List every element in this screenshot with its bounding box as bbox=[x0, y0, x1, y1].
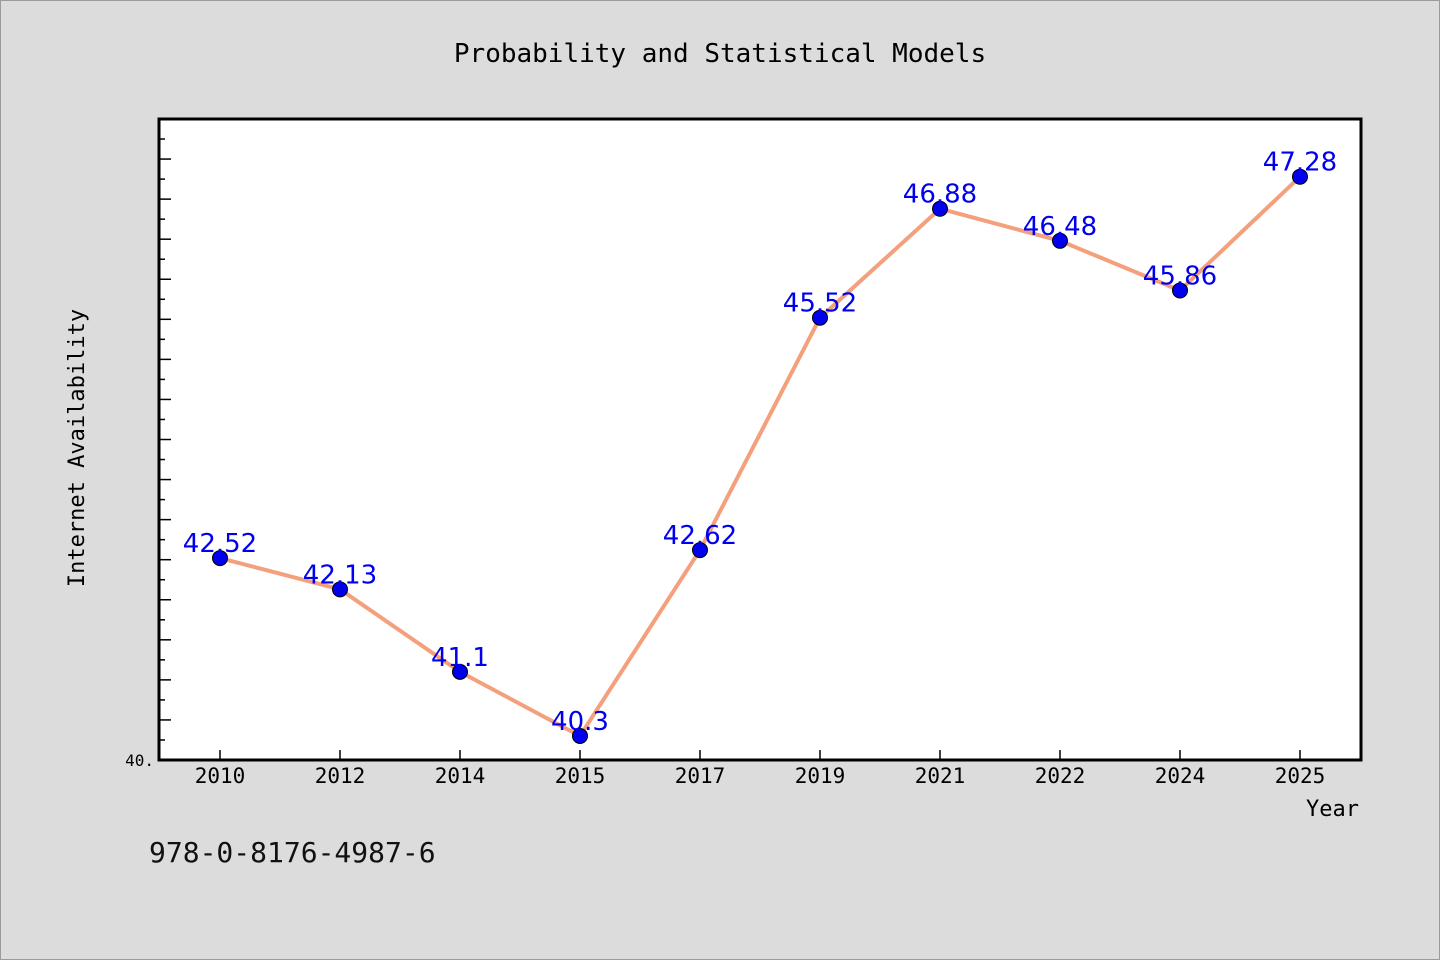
y-axis-label: Internet Availability bbox=[65, 309, 90, 587]
data-point-marker bbox=[572, 727, 588, 744]
data-labels-layer: 42.52 42.13 41.1 40.3 42.62 45.52 46.88 46.48 45… bbox=[183, 148, 1337, 737]
data-point-marker bbox=[452, 663, 468, 680]
data-point-marker bbox=[1172, 282, 1188, 299]
x-tick-label: 2015 bbox=[555, 764, 606, 788]
x-tick-label: 2019 bbox=[795, 764, 846, 788]
data-label: 41.1 bbox=[431, 643, 489, 673]
x-tick-label: 2025 bbox=[1275, 764, 1326, 788]
data-label: 42.13 bbox=[303, 560, 377, 590]
series-layer bbox=[212, 168, 1308, 744]
data-label: 46.48 bbox=[1023, 212, 1097, 242]
isbn-caption: 978-0-8176-4987-6 bbox=[149, 836, 436, 869]
data-label: 45.52 bbox=[783, 289, 857, 319]
data-point-marker bbox=[332, 581, 348, 598]
data-label: 45.86 bbox=[1143, 261, 1217, 291]
data-label: 40.3 bbox=[551, 707, 609, 737]
x-tick-label: 2014 bbox=[435, 764, 486, 788]
y-axis-ticks bbox=[159, 118, 171, 761]
x-tick-label: 2017 bbox=[675, 764, 726, 788]
data-point-marker bbox=[212, 550, 228, 567]
x-tick-label: 2024 bbox=[1155, 764, 1206, 788]
plot-area bbox=[157, 117, 1363, 762]
data-point-marker bbox=[692, 542, 708, 559]
y-tick-label: 40. bbox=[125, 751, 154, 770]
x-tick-label: 2021 bbox=[915, 764, 966, 788]
data-point-marker bbox=[932, 200, 948, 217]
data-label: 42.62 bbox=[663, 521, 737, 551]
data-label: 42.52 bbox=[183, 529, 257, 559]
data-point-marker bbox=[1052, 232, 1068, 249]
x-axis-label: Year bbox=[1306, 797, 1359, 822]
x-tick-label: 2022 bbox=[1035, 764, 1086, 788]
data-point-marker bbox=[1292, 168, 1308, 185]
x-tick-label: 2010 bbox=[195, 764, 246, 788]
data-label: 46.88 bbox=[903, 180, 977, 210]
chart-title: Probability and Statistical Models bbox=[454, 39, 986, 69]
series-line bbox=[218, 174, 1302, 738]
x-axis-ticks: 2010 2012 2014 2015 2017 2019 2021 2022 2024 2025 bbox=[195, 750, 1326, 788]
data-label: 47.28 bbox=[1263, 148, 1337, 178]
x-tick-label: 2012 bbox=[315, 764, 366, 788]
data-point-marker bbox=[812, 309, 828, 326]
